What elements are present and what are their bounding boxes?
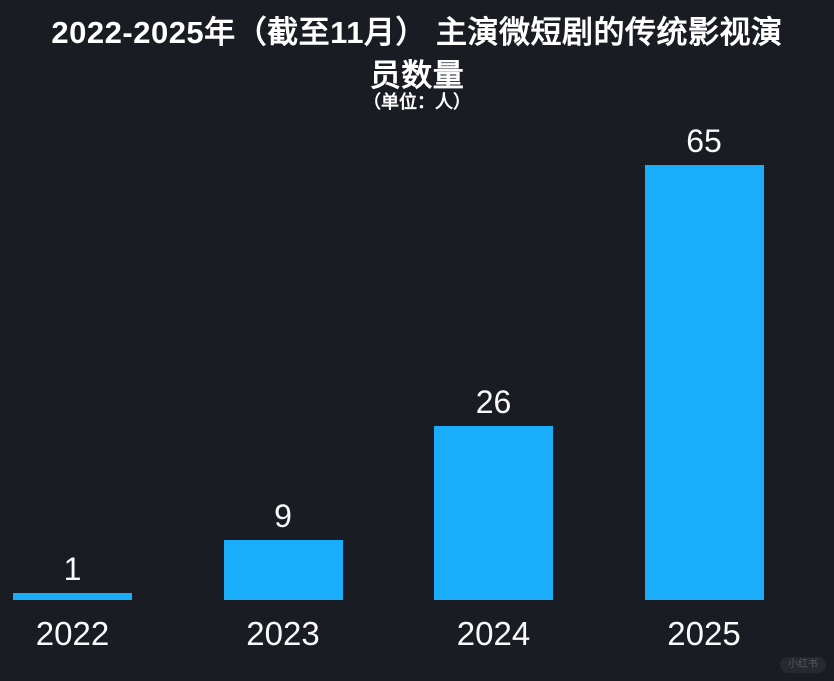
xiaohongshu-watermark: 小红书	[780, 657, 826, 673]
bar-2024	[434, 426, 553, 600]
x-axis-tick-label-2025: 2025	[667, 615, 741, 652]
chart-subtitle: （单位：人）	[363, 92, 471, 112]
chart-title-line1: 2022-2025年（截至11月） 主演微短剧的传统影视演	[51, 15, 783, 50]
bar-value-label-2022: 1	[63, 551, 82, 587]
chart-title: 2022-2025年（截至11月） 主演微短剧的传统影视演 员数量	[0, 11, 834, 97]
bar-2025	[644, 165, 764, 600]
bar-value-label-2023: 9	[274, 498, 292, 534]
x-axis-tick-label-2023: 2023	[246, 615, 320, 652]
bar-value-label-2025: 65	[686, 123, 722, 159]
bar-2023	[223, 540, 343, 600]
chart-title-line2: 员数量	[369, 58, 465, 93]
bar-value-label-2024: 26	[475, 384, 512, 420]
x-axis-tick-label-2022: 2022	[35, 615, 110, 652]
bar-2022	[13, 593, 132, 600]
x-axis-tick-label-2024: 2024	[456, 615, 531, 652]
